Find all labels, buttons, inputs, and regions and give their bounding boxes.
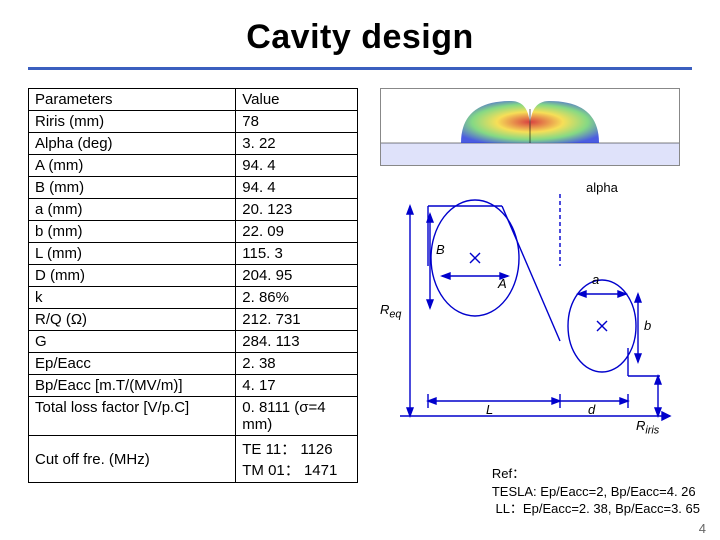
label-A: A bbox=[498, 276, 507, 291]
table-cell-value: 2. 86% bbox=[236, 287, 358, 309]
table-row: Bp/Eacc [m.T/(MV/m)]4. 17 bbox=[29, 375, 358, 397]
title-rule bbox=[28, 67, 692, 70]
reference-block: Ref： TESLA: Ep/Eacc=2, Bp/Eacc=4. 26 LL：… bbox=[492, 465, 700, 518]
table-cell-param: L (mm) bbox=[29, 243, 236, 265]
table-row: b (mm)22. 09 bbox=[29, 221, 358, 243]
table-row: R/Q (Ω)212. 731 bbox=[29, 309, 358, 331]
cavity-geometry-svg bbox=[380, 176, 680, 446]
label-b: b bbox=[644, 318, 651, 333]
label-B: B bbox=[436, 242, 445, 257]
table-row: k2. 86% bbox=[29, 287, 358, 309]
label-L: L bbox=[486, 402, 493, 417]
table-cell-value: 115. 3 bbox=[236, 243, 358, 265]
table-cell-value: 212. 731 bbox=[236, 309, 358, 331]
label-d: d bbox=[588, 402, 595, 417]
table-cell-param: k bbox=[29, 287, 236, 309]
table-cell-value: 94. 4 bbox=[236, 177, 358, 199]
table-row: G284. 113 bbox=[29, 331, 358, 353]
table-header-value: Value bbox=[236, 89, 358, 111]
table-cell-value: 94. 4 bbox=[236, 155, 358, 177]
table-cell-value: 22. 09 bbox=[236, 221, 358, 243]
table-row: B (mm)94. 4 bbox=[29, 177, 358, 199]
table-row-loss-value: 0. 8111 (σ=4 mm) bbox=[236, 397, 358, 436]
table-cell-param: D (mm) bbox=[29, 265, 236, 287]
table-cell-param: G bbox=[29, 331, 236, 353]
table-cell-value: 204. 95 bbox=[236, 265, 358, 287]
ref-line-3: LL：Ep/Eacc=2. 38, Bp/Eacc=3. 65 bbox=[492, 500, 700, 518]
page-number: 4 bbox=[699, 521, 706, 536]
table-row: D (mm)204. 95 bbox=[29, 265, 358, 287]
label-Riris: Riris bbox=[636, 418, 659, 437]
table-cell-param: R/Q (Ω) bbox=[29, 309, 236, 331]
label-alpha: alpha bbox=[586, 180, 618, 195]
table-cell-param: Bp/Eacc [m.T/(MV/m)] bbox=[29, 375, 236, 397]
table-cell-value: 284. 113 bbox=[236, 331, 358, 353]
label-Req: Req bbox=[380, 302, 401, 321]
table-cell-value: 20. 123 bbox=[236, 199, 358, 221]
table-cell-param: Alpha (deg) bbox=[29, 133, 236, 155]
table-cell-param: b (mm) bbox=[29, 221, 236, 243]
ref-line-1: Ref： bbox=[492, 465, 700, 483]
table-cell-value: 2. 38 bbox=[236, 353, 358, 375]
table-row: Riris (mm)78 bbox=[29, 111, 358, 133]
table-cell-param: a (mm) bbox=[29, 199, 236, 221]
table-cell-param: Riris (mm) bbox=[29, 111, 236, 133]
table-cell-param: B (mm) bbox=[29, 177, 236, 199]
table-cell-value: 4. 17 bbox=[236, 375, 358, 397]
table-row-cutoff-value: TE 11： 1126TM 01： 1471 bbox=[236, 436, 358, 483]
table-cell-value: 3. 22 bbox=[236, 133, 358, 155]
table-row: L (mm)115. 3 bbox=[29, 243, 358, 265]
table-cell-value: 78 bbox=[236, 111, 358, 133]
table-row: A (mm)94. 4 bbox=[29, 155, 358, 177]
table-row: Ep/Eacc2. 38 bbox=[29, 353, 358, 375]
field-plot-svg bbox=[381, 89, 679, 165]
slide-title: Cavity design bbox=[28, 18, 692, 57]
label-a: a bbox=[592, 272, 599, 287]
table-row-cutoff-param: Cut off fre. (MHz) bbox=[29, 436, 236, 483]
ref-line-2: TESLA: Ep/Eacc=2, Bp/Eacc=4. 26 bbox=[492, 483, 700, 501]
table-row: Alpha (deg)3. 22 bbox=[29, 133, 358, 155]
cavity-geometry-figure: alpha B A a b L d Req Riris bbox=[380, 176, 680, 446]
field-plot-figure bbox=[380, 88, 680, 166]
table-row-loss-param: Total loss factor [V/p.C] bbox=[29, 397, 236, 436]
table-cell-param: Ep/Eacc bbox=[29, 353, 236, 375]
table-cell-param: A (mm) bbox=[29, 155, 236, 177]
table-row: a (mm)20. 123 bbox=[29, 199, 358, 221]
parameters-table: Parameters Value Riris (mm)78Alpha (deg)… bbox=[28, 88, 358, 483]
table-header-parameters: Parameters bbox=[29, 89, 236, 111]
